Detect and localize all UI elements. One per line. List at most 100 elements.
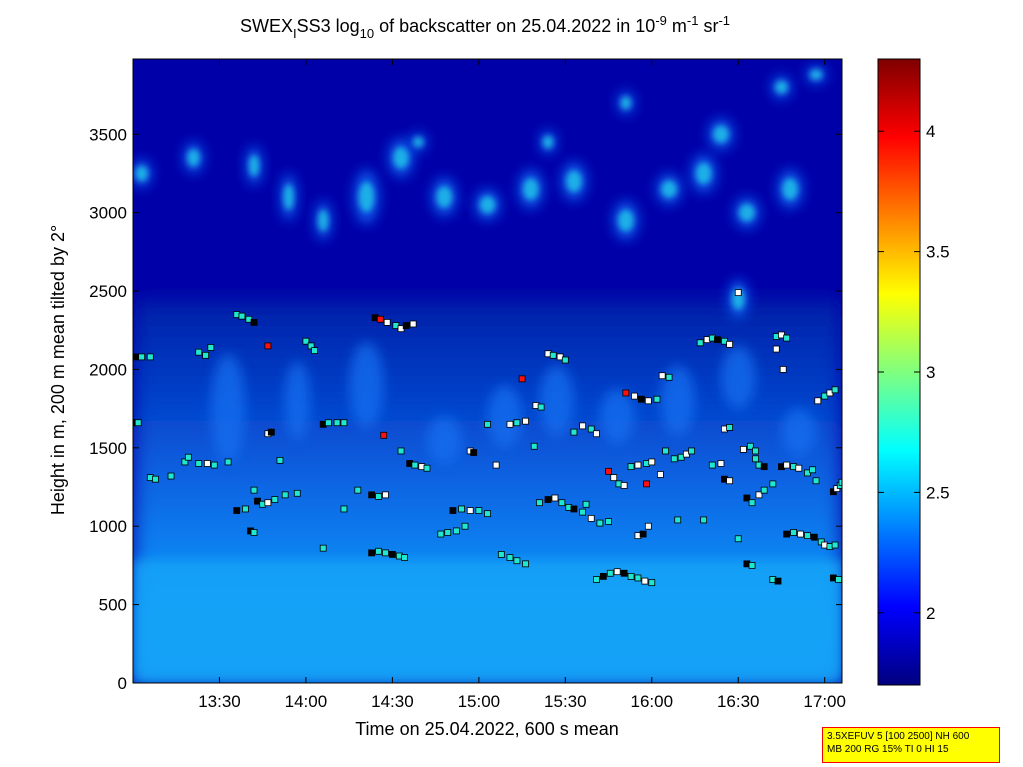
marker-128 (665, 373, 673, 381)
marker-73 (484, 510, 491, 518)
marker-204 (752, 455, 759, 463)
marker-40 (340, 419, 348, 427)
marker-96 (570, 428, 578, 436)
marker-107 (606, 569, 614, 577)
marker-31 (250, 529, 258, 536)
cloud-patch-1 (183, 142, 204, 174)
info-box: 3.5XEFUV 5 [100 2500] NH 600 MB 200 RG 1… (822, 727, 1000, 763)
marker-36 (311, 347, 318, 355)
marker-105 (593, 576, 600, 583)
marker-20 (264, 342, 272, 350)
near-surface-band (133, 560, 842, 683)
marker-4 (134, 419, 142, 427)
y-tick-label-5: 2500 (89, 282, 127, 301)
marker-64 (423, 464, 431, 472)
plume-1 (284, 361, 311, 440)
marker-117 (620, 482, 628, 489)
marker-15 (224, 458, 232, 466)
marker-84 (518, 375, 526, 383)
colorbar-tick-label-0: 2 (926, 604, 935, 623)
marker-1 (138, 353, 146, 361)
marker-22 (267, 428, 275, 436)
cloud-patch-15 (777, 169, 804, 209)
marker-71 (466, 507, 474, 514)
marker-203 (276, 456, 284, 464)
marker-111 (634, 574, 642, 582)
marker-54 (382, 491, 389, 499)
marker-32 (233, 507, 241, 514)
plume-2 (349, 341, 384, 429)
marker-144 (708, 461, 716, 469)
cloud-patch-3 (279, 173, 298, 221)
marker-38 (325, 419, 332, 427)
cloud-patch-13 (690, 153, 717, 194)
marker-154 (746, 442, 754, 450)
marker-83 (522, 417, 529, 425)
marker-202 (397, 447, 405, 455)
marker-12 (195, 460, 203, 467)
chart-title: SWEXISS3 log10 of backscatter on 25.04.2… (240, 13, 730, 41)
y-tick-label-3: 1500 (89, 439, 127, 458)
y-tick-label-4: 2000 (89, 360, 127, 379)
marker-109 (620, 569, 628, 577)
marker-178 (797, 530, 804, 538)
marker-6 (152, 475, 159, 483)
colorbar-tick-label-3: 3.5 (926, 243, 950, 262)
marker-76 (492, 461, 500, 469)
plume-5 (539, 365, 574, 437)
marker-27 (271, 496, 279, 503)
marker-190 (831, 386, 839, 394)
cloud-patch-6 (388, 138, 415, 178)
marker-9 (184, 453, 192, 461)
marker-119 (634, 461, 642, 469)
marker-166 (783, 334, 791, 342)
marker-115 (610, 474, 618, 482)
marker-50 (409, 320, 417, 328)
marker-184 (831, 541, 839, 549)
marker-121 (648, 458, 656, 466)
marker-138 (696, 339, 704, 347)
plume-6 (599, 389, 635, 444)
cloud-patch-4 (314, 200, 332, 241)
marker-161 (748, 562, 756, 569)
cloud-patch-8 (474, 189, 501, 221)
marker-35 (307, 342, 315, 350)
x-tick-label-1: 14:00 (285, 692, 328, 711)
marker-145 (717, 460, 725, 467)
title-sup1: -9 (655, 13, 667, 28)
marker-56 (375, 547, 382, 555)
marker-209 (207, 344, 215, 351)
marker-72 (475, 507, 483, 514)
cloud-patch-0 (133, 159, 153, 188)
marker-75 (470, 449, 478, 456)
marker-78 (506, 554, 514, 561)
marker-198 (848, 573, 854, 579)
marker-123 (631, 392, 638, 400)
marker-112 (641, 577, 649, 585)
title-sub2: 10 (360, 26, 374, 41)
x-tick-label-3: 15:00 (458, 692, 501, 711)
marker-205 (812, 477, 820, 485)
marker-98 (587, 425, 595, 433)
title-unit1: m (667, 16, 687, 36)
marker-125 (644, 397, 652, 405)
x-tick-label-0: 13:30 (198, 692, 241, 711)
marker-208 (674, 516, 682, 524)
cloud-patch-21 (539, 130, 557, 154)
marker-101 (579, 508, 587, 516)
marker-81 (506, 420, 514, 428)
marker-93 (551, 494, 559, 502)
title-sub1: I (293, 26, 297, 41)
marker-97 (579, 422, 587, 430)
plume-0 (210, 353, 246, 464)
marker-114 (605, 467, 612, 475)
marker-106 (599, 572, 607, 580)
marker-179 (804, 532, 811, 540)
cloud-patch-12 (656, 173, 683, 205)
plume-7 (660, 365, 696, 437)
marker-200 (662, 447, 670, 455)
marker-34 (302, 337, 310, 345)
marker-156 (743, 494, 751, 502)
y-tick-label-1: 500 (99, 596, 127, 615)
marker-13 (203, 460, 211, 467)
